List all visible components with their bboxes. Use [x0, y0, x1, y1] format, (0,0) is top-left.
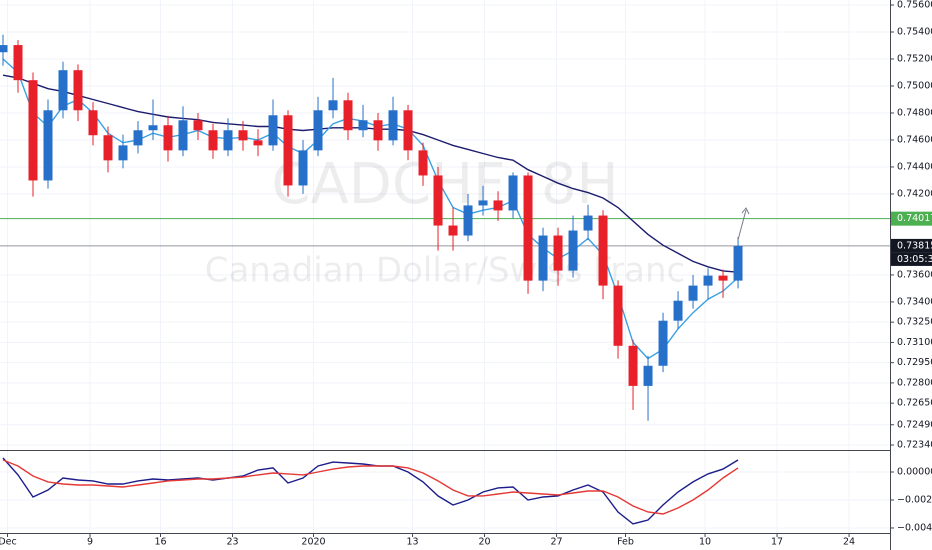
candle-body — [268, 115, 278, 146]
price-label: 0.74017 — [897, 213, 932, 224]
candle-body — [0, 45, 8, 53]
x-tick-label: 17 — [771, 537, 783, 548]
x-tick-label: 2020 — [301, 537, 325, 548]
candle-body — [13, 45, 23, 81]
candle-body — [508, 175, 518, 211]
candle-body — [658, 320, 668, 366]
candle-body — [103, 135, 113, 161]
x-tick-label: 16 — [154, 537, 166, 548]
indicator-line — [2, 74, 739, 273]
candle-body — [568, 230, 578, 271]
candle-body — [523, 175, 533, 281]
candle-body — [613, 285, 623, 346]
candle-body — [478, 200, 488, 206]
x-tick-label: 23 — [226, 537, 238, 548]
candle-body — [223, 130, 233, 151]
candle-body — [193, 120, 203, 131]
candle-body — [88, 110, 98, 136]
x-tick-label: 20 — [478, 537, 490, 548]
countdown: 03:05:31 — [897, 254, 932, 265]
candle-body — [28, 80, 38, 181]
price-label: 0.73815 — [897, 240, 932, 251]
indicator-line — [2, 457, 739, 525]
x-tick-label: 10 — [699, 537, 711, 548]
candle-body — [703, 275, 713, 286]
candle-body — [403, 110, 413, 151]
candle-body — [328, 100, 338, 111]
watermark-description: Canadian Dollar/Swiss Franc — [205, 251, 686, 291]
candle-body — [493, 200, 503, 211]
grid — [0, 0, 890, 533]
plot — [0, 34, 890, 525]
y-tick-label: −0.00400 — [897, 522, 932, 533]
candle-body — [253, 140, 263, 146]
candle-body — [343, 100, 353, 131]
candle-body — [538, 235, 548, 281]
x-tick-label: 24 — [843, 537, 855, 548]
candle-body — [283, 115, 293, 186]
candle-body — [718, 275, 728, 281]
candle-body — [463, 205, 473, 236]
price-label-box — [891, 211, 932, 226]
candle-body — [673, 300, 683, 321]
arrow-drawing — [737, 207, 750, 241]
candle-body — [133, 130, 143, 146]
candle-body — [178, 120, 188, 151]
candle-body — [418, 150, 428, 176]
candle-body — [73, 70, 83, 111]
candle-body — [208, 130, 218, 151]
indicator-line — [2, 459, 739, 515]
candle-body — [118, 145, 128, 161]
candle-body — [553, 235, 563, 271]
candle-body — [238, 130, 248, 141]
price-label-box — [891, 238, 932, 253]
x-tick-label: 9 — [87, 537, 93, 548]
candle-body — [643, 365, 653, 386]
candle-body — [628, 345, 638, 386]
candle-body — [583, 215, 593, 231]
y-tick-label: −0.00200 — [897, 494, 932, 505]
candle-body — [298, 150, 308, 186]
countdown-box — [891, 252, 932, 266]
y-tick-label: 0.00000 — [897, 466, 932, 477]
candle-body — [733, 245, 743, 281]
x-tick-label: Feb — [617, 537, 634, 548]
x-tick-label: 27 — [550, 537, 562, 548]
candle-body — [448, 225, 458, 236]
candle-body — [58, 70, 68, 111]
candle-body — [598, 215, 608, 286]
watermark-symbol: CADCHF, 8H — [271, 152, 618, 217]
candle-body — [433, 175, 443, 226]
candle-body — [388, 110, 398, 141]
candle-body — [43, 110, 53, 181]
candle-body — [163, 125, 173, 151]
candle-body — [373, 120, 383, 141]
x-tick-label: 13 — [406, 537, 418, 548]
candle-body — [148, 125, 158, 131]
candle-body — [313, 110, 323, 151]
x-tick-label: Dec — [0, 537, 17, 548]
candle-body — [688, 285, 698, 301]
candle-body — [358, 120, 368, 131]
